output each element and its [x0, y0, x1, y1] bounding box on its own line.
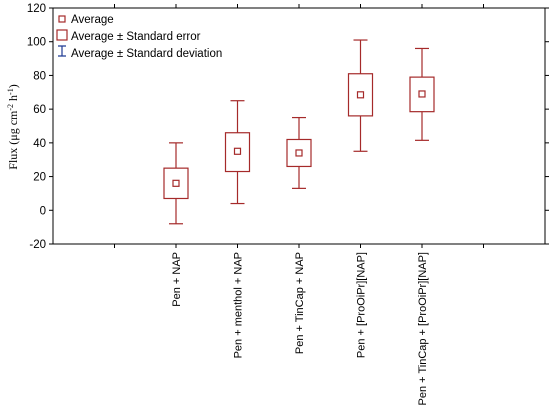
- se-box: [163, 167, 189, 200]
- y-tick-label: 40: [33, 138, 46, 150]
- y-tick-label: 20: [33, 172, 46, 184]
- box-group: [163, 142, 189, 225]
- y-tick-label: 100: [27, 37, 46, 49]
- box-group: [286, 116, 312, 189]
- legend-sd-label: Average ± Standard deviation: [71, 48, 222, 60]
- mean-marker: [295, 149, 303, 157]
- y-tick-label: 0: [40, 205, 46, 217]
- se-box: [224, 132, 251, 173]
- y-tick-label: 120: [27, 3, 46, 15]
- category-label: Pen + TinCap + [ProOiPr][NAP]: [417, 252, 429, 405]
- y-tick-label: -20: [29, 239, 46, 251]
- mean-marker: [172, 179, 180, 187]
- se-box: [409, 76, 435, 113]
- legend: Average Average ± Standard error Average…: [56, 14, 222, 60]
- box-group: [224, 100, 251, 205]
- se-box: [347, 73, 374, 117]
- y-tick-label: 60: [33, 104, 46, 116]
- category-labels: Pen + NAP Pen + menthol + NAP Pen + TinCap…: [114, 4, 484, 405]
- legend-average-marker: [58, 15, 66, 23]
- category-label: Pen + TinCap + NAP: [294, 252, 306, 354]
- legend-sd-marker: [58, 45, 66, 57]
- mean-marker: [233, 147, 242, 155]
- legend-se-label: Average ± Standard error: [71, 31, 201, 43]
- category-label: Pen + [ProOiPr][NAP]: [356, 252, 368, 358]
- boxes: [163, 39, 435, 225]
- category-label: Pen + menthol + NAP: [233, 252, 245, 358]
- legend-se-marker: [56, 29, 68, 41]
- box-group: [409, 47, 435, 141]
- box-group: [347, 39, 374, 152]
- mean-marker: [418, 90, 426, 98]
- category-label: Pen + NAP: [171, 252, 183, 307]
- y-axis-label: Flux (μg cm-2 h-1): [6, 84, 20, 169]
- y-tick-label: 80: [33, 70, 46, 82]
- mean-marker: [356, 91, 365, 99]
- se-box: [286, 138, 312, 168]
- legend-average-label: Average: [71, 14, 114, 26]
- y-ticks: -20 0 20 40 60 80 100 120: [27, 3, 549, 251]
